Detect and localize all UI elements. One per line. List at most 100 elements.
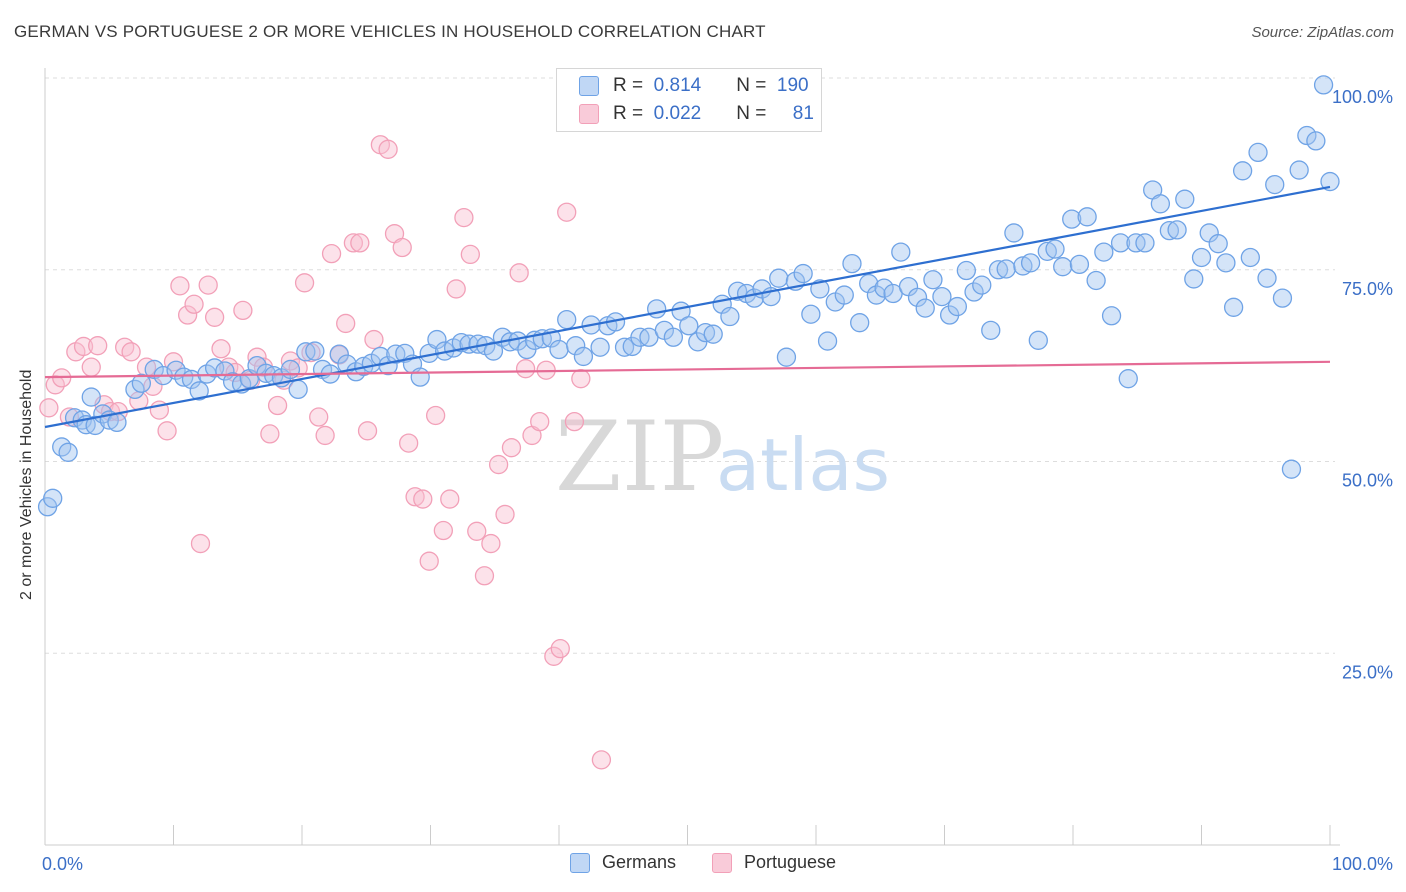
german-point — [483, 341, 504, 361]
german-point — [1150, 194, 1171, 214]
portuguese-point — [170, 276, 190, 296]
german-point — [573, 346, 594, 367]
german-point — [810, 279, 830, 299]
german-point — [1240, 247, 1260, 268]
german-point — [679, 316, 699, 336]
german-point — [988, 260, 1009, 280]
portuguese-point — [460, 244, 480, 265]
portuguese-point — [425, 405, 446, 426]
legend-item-portuguese: Portuguese — [711, 852, 837, 873]
portuguese-point — [571, 369, 591, 389]
portuguese-point — [233, 300, 253, 321]
portuguese-point — [446, 279, 466, 299]
german-points — [37, 75, 1340, 517]
r-value: 0.814 — [653, 75, 702, 96]
german-point — [1004, 223, 1024, 243]
german-point — [614, 337, 635, 357]
portuguese-point — [544, 646, 564, 666]
german-point — [1248, 142, 1268, 163]
portuguese-point — [530, 411, 550, 432]
y-tick-label: 100.0% — [1332, 87, 1393, 107]
portuguese-point — [509, 263, 529, 283]
portuguese-point — [378, 139, 398, 159]
german-point — [1028, 330, 1048, 350]
portuguese-point — [294, 273, 315, 293]
portuguese-point — [73, 336, 94, 357]
portuguese-point — [39, 398, 59, 418]
german-point — [1208, 234, 1228, 254]
portuguese-point — [515, 359, 536, 379]
german-point — [842, 253, 862, 274]
n-value: 190 — [776, 75, 809, 96]
portuguese-point — [488, 454, 509, 475]
german-point — [1020, 253, 1041, 273]
german-point — [107, 412, 127, 433]
germans-swatch — [579, 76, 599, 96]
german-point — [58, 442, 78, 462]
german-point — [907, 287, 928, 308]
german-point — [557, 309, 577, 330]
german-point — [647, 299, 667, 319]
german-point — [1110, 233, 1131, 253]
portuguese-point — [399, 433, 419, 453]
german-point — [329, 344, 349, 364]
german-point — [451, 332, 471, 353]
portuguese-trend-line — [44, 360, 1331, 379]
portuguese-point — [392, 237, 412, 258]
german-point — [1191, 247, 1212, 268]
german-point — [1184, 269, 1204, 289]
german-point — [1101, 306, 1122, 326]
german-point — [915, 298, 935, 318]
german-point — [874, 278, 894, 298]
german-point — [1013, 256, 1033, 276]
legend-label-portuguese: Portuguese — [743, 852, 837, 872]
trend-lines — [44, 185, 1331, 429]
german-point — [801, 304, 821, 324]
german-point — [947, 296, 967, 317]
german-point — [1086, 270, 1106, 291]
portuguese-point — [336, 313, 356, 334]
german-point — [1320, 171, 1340, 192]
portuguese-point — [157, 421, 177, 441]
y-tick-label: 25.0% — [1342, 662, 1393, 682]
german-point — [1306, 131, 1326, 151]
portuguese-point — [433, 520, 454, 541]
portuguese-point — [88, 336, 108, 356]
german-point — [1118, 369, 1138, 389]
portuguese-point — [343, 233, 364, 253]
german-point — [769, 268, 789, 288]
german-point — [1216, 253, 1236, 273]
german-point — [549, 339, 569, 360]
legend-label-germans: Germans — [601, 852, 676, 872]
y-tick-label: 75.0% — [1342, 279, 1393, 299]
portuguese-point — [364, 329, 384, 350]
german-point — [131, 373, 152, 393]
portuguese-point — [267, 395, 288, 416]
portuguese-point — [467, 521, 487, 541]
german-point — [981, 320, 1001, 340]
portuguese-point — [419, 551, 439, 571]
german-point — [1159, 220, 1180, 241]
german-point — [1289, 160, 1309, 180]
portuguese-swatch — [579, 104, 599, 124]
german-point — [1045, 239, 1065, 259]
german-point — [1232, 161, 1253, 181]
portuguese-point — [474, 566, 495, 586]
german-point — [1175, 189, 1195, 209]
portuguese-point — [357, 421, 378, 441]
x-tick-label: 100.0% — [1332, 854, 1393, 874]
portuguese-point — [413, 489, 433, 509]
portuguese-point — [350, 233, 370, 253]
portuguese-point — [198, 275, 218, 295]
german-point — [834, 285, 854, 305]
n-label: N = — [736, 75, 767, 96]
german-point — [174, 367, 194, 387]
watermark-atlas: atlas — [716, 423, 890, 507]
portuguese-point — [405, 487, 425, 507]
portuguese-point — [190, 533, 211, 554]
german-point — [1135, 233, 1155, 253]
german-point — [817, 331, 838, 351]
german-point — [695, 322, 716, 343]
german-point — [996, 259, 1016, 279]
